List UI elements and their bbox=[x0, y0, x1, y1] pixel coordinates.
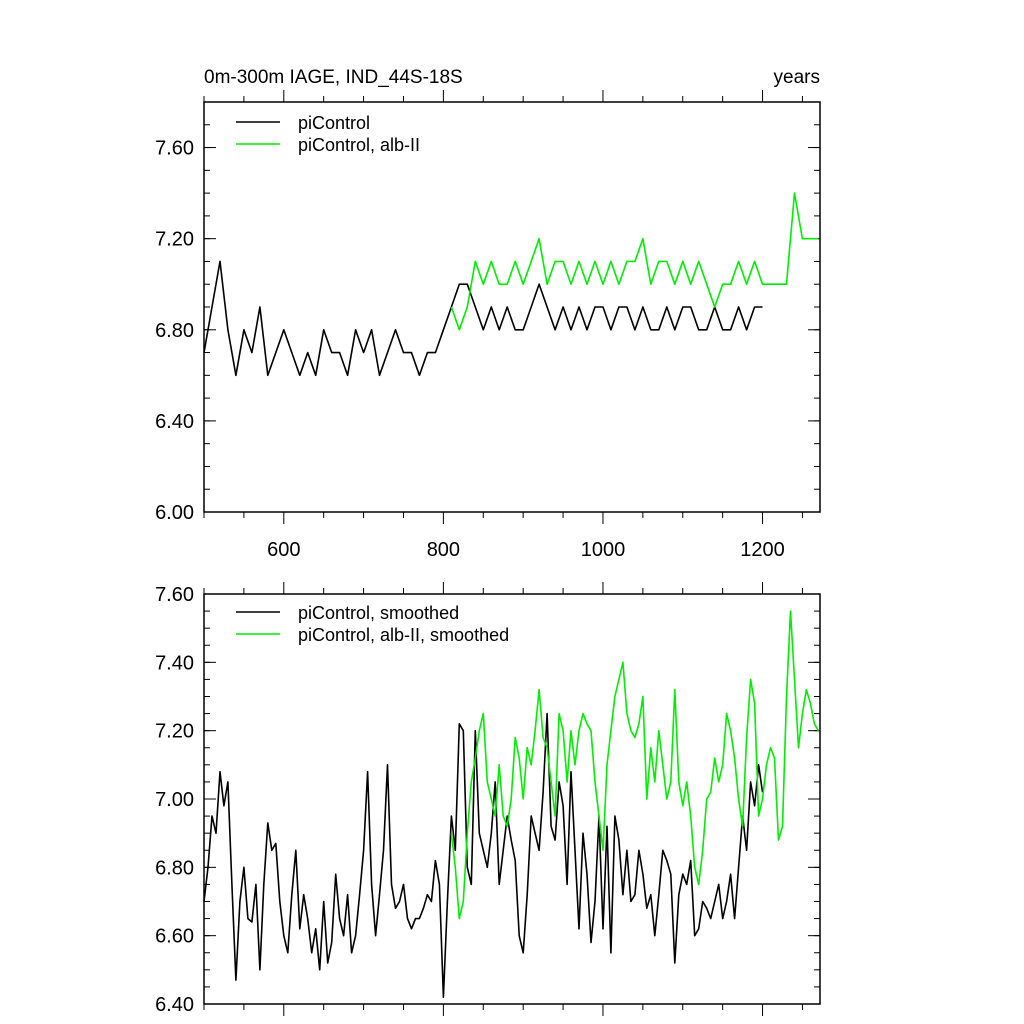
top-axis-ticks: 6.00 6.40 6.80 7.20 7.60 600 800 1000 1200 bbox=[155, 90, 820, 561]
y-tick-label: 7.20 bbox=[155, 721, 194, 743]
top-panel-title: 0m-300m IAGE, IND_44S-18S bbox=[204, 67, 463, 88]
x-tick-label: 1200 bbox=[740, 539, 785, 561]
top-series-line-1 bbox=[203, 260, 763, 377]
y-tick-label: 6.80 bbox=[155, 857, 194, 879]
y-tick-label: 7.40 bbox=[155, 652, 194, 674]
y-tick-label: 6.00 bbox=[155, 502, 194, 524]
y-tick-label: 6.40 bbox=[155, 411, 194, 433]
y-tick-label: 7.60 bbox=[155, 584, 194, 606]
top-plot-frame bbox=[203, 101, 821, 513]
x-tick-label: 800 bbox=[427, 539, 460, 561]
bottom-axis-ticks: 6.40 6.60 6.80 7.00 7.20 7.40 7.60 bbox=[155, 582, 820, 1016]
y-tick-label: 6.60 bbox=[155, 926, 194, 948]
y-tick-label: 6.40 bbox=[155, 994, 194, 1016]
top-legend: piControl piControl, alb-II bbox=[236, 113, 420, 155]
y-tick-label: 6.80 bbox=[155, 320, 194, 342]
bottom-legend: piControl, smoothed piControl, alb-II, s… bbox=[236, 603, 509, 645]
legend-label-picontrol: piControl bbox=[298, 113, 370, 133]
legend-label-picontrol-smoothed: piControl, smoothed bbox=[298, 603, 459, 623]
x-tick-label: 1000 bbox=[581, 539, 626, 561]
y-tick-label: 7.20 bbox=[155, 229, 194, 251]
y-tick-label: 7.60 bbox=[155, 138, 194, 160]
top-series-layer bbox=[203, 192, 819, 377]
legend-label-alb-ii-smoothed: piControl, alb-II, smoothed bbox=[298, 625, 509, 645]
y-tick-label: 7.00 bbox=[155, 789, 194, 811]
bottom-panel: 6.40 6.60 6.80 7.00 7.20 7.40 7.60 piControl, … bbox=[155, 582, 821, 1016]
legend-label-alb-ii: piControl, alb-II bbox=[298, 135, 420, 155]
bottom-series-line-1 bbox=[203, 712, 764, 999]
top-series-line-2 bbox=[450, 192, 819, 331]
bottom-series-line-2 bbox=[450, 610, 820, 920]
top-panel-units: years bbox=[774, 67, 820, 88]
bottom-series-layer bbox=[203, 610, 820, 999]
top-panel: 0m-300m IAGE, IND_44S-18S years 6.00 6.40… bbox=[155, 67, 821, 561]
x-tick-label: 600 bbox=[267, 539, 300, 561]
